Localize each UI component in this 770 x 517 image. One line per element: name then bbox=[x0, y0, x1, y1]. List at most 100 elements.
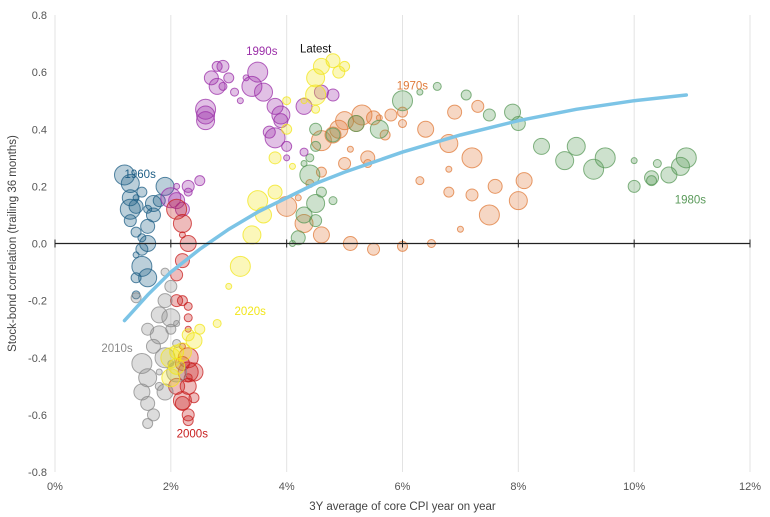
data-point bbox=[646, 175, 658, 187]
data-point bbox=[194, 175, 206, 187]
data-point bbox=[145, 338, 161, 354]
data-point bbox=[172, 214, 192, 234]
data-point bbox=[309, 214, 323, 228]
data-point bbox=[183, 301, 193, 311]
data-point bbox=[130, 272, 142, 284]
data-point bbox=[660, 166, 678, 184]
data-point bbox=[130, 226, 142, 238]
data-point bbox=[398, 119, 407, 129]
data-point bbox=[294, 194, 302, 202]
series-label: 1960s bbox=[125, 169, 157, 181]
y-tick-label: -0.2 bbox=[28, 296, 47, 308]
y-tick-label: 0.4 bbox=[32, 124, 47, 136]
y-tick-label: 0.8 bbox=[32, 10, 47, 22]
data-point bbox=[482, 108, 496, 122]
latest-annotation: Latest bbox=[300, 43, 332, 55]
data-point bbox=[135, 242, 149, 256]
data-point bbox=[367, 242, 381, 256]
data-point bbox=[456, 225, 464, 233]
data-point bbox=[326, 88, 340, 102]
data-point bbox=[325, 53, 341, 69]
data-point bbox=[339, 60, 351, 72]
data-point bbox=[392, 90, 413, 112]
data-point bbox=[225, 282, 233, 290]
data-point bbox=[288, 162, 296, 170]
data-point bbox=[533, 137, 550, 155]
data-point bbox=[312, 226, 330, 244]
y-tick-label: 0.2 bbox=[32, 181, 47, 193]
data-point bbox=[295, 97, 313, 115]
data-point bbox=[120, 174, 140, 194]
data-point bbox=[460, 89, 472, 101]
data-point bbox=[583, 158, 605, 180]
data-point bbox=[294, 214, 314, 234]
data-point bbox=[315, 186, 327, 198]
data-point bbox=[447, 104, 463, 120]
data-point bbox=[271, 105, 291, 125]
data-point bbox=[268, 151, 282, 165]
trend-line bbox=[122, 93, 689, 323]
series-label: 1990s bbox=[246, 46, 278, 58]
data-point bbox=[236, 97, 244, 105]
data-point bbox=[375, 114, 383, 122]
data-point bbox=[299, 147, 309, 157]
y-axis-title: Stock-bond correlation (trailing 36 mont… bbox=[7, 135, 19, 352]
data-point bbox=[415, 176, 425, 186]
x-axis-title: 3Y average of core CPI year on year bbox=[309, 501, 496, 513]
data-point bbox=[443, 186, 455, 198]
data-point bbox=[281, 140, 293, 152]
data-point bbox=[416, 88, 424, 96]
data-point bbox=[282, 96, 292, 106]
data-point bbox=[267, 184, 283, 200]
data-point bbox=[295, 206, 313, 224]
trend-line-group bbox=[122, 93, 689, 323]
data-point bbox=[504, 103, 522, 121]
series-label: 1970s bbox=[397, 80, 429, 92]
data-point bbox=[332, 65, 346, 79]
data-point bbox=[675, 147, 697, 169]
data-point bbox=[128, 198, 144, 214]
data-point bbox=[216, 59, 230, 73]
data-point bbox=[241, 75, 263, 97]
data-point bbox=[155, 368, 163, 376]
data-point bbox=[194, 323, 206, 335]
data-point bbox=[471, 99, 485, 113]
data-point bbox=[161, 368, 181, 388]
data-point bbox=[183, 187, 193, 197]
data-point bbox=[174, 395, 190, 411]
y-tick-label: -0.4 bbox=[28, 353, 47, 365]
data-point bbox=[445, 165, 453, 173]
data-point bbox=[142, 417, 154, 429]
data-point bbox=[328, 196, 338, 206]
data-point bbox=[223, 72, 235, 84]
data-point bbox=[196, 111, 216, 131]
data-point bbox=[369, 119, 389, 139]
data-point bbox=[338, 157, 352, 171]
x-tick-label: 4% bbox=[279, 481, 295, 493]
data-point bbox=[283, 154, 291, 162]
data-point bbox=[242, 225, 262, 245]
data-point bbox=[264, 127, 286, 149]
data-point bbox=[384, 108, 398, 122]
y-tick-label: 0.6 bbox=[32, 67, 47, 79]
data-point bbox=[150, 306, 168, 324]
data-point bbox=[347, 115, 365, 133]
data-point bbox=[183, 313, 193, 323]
axes bbox=[54, 239, 751, 248]
data-points bbox=[114, 53, 697, 429]
data-point bbox=[515, 172, 533, 190]
data-point bbox=[121, 189, 139, 207]
data-point bbox=[178, 231, 186, 239]
data-point bbox=[417, 120, 435, 138]
data-point bbox=[146, 408, 160, 422]
data-point bbox=[166, 361, 188, 383]
data-point bbox=[140, 218, 156, 234]
x-tick-label: 8% bbox=[510, 481, 526, 493]
data-point bbox=[196, 105, 216, 125]
data-point bbox=[230, 87, 240, 97]
data-point bbox=[478, 204, 500, 226]
data-point bbox=[157, 293, 173, 309]
data-point bbox=[247, 61, 269, 83]
data-point bbox=[315, 166, 327, 178]
series-label: 2010s bbox=[101, 343, 133, 355]
